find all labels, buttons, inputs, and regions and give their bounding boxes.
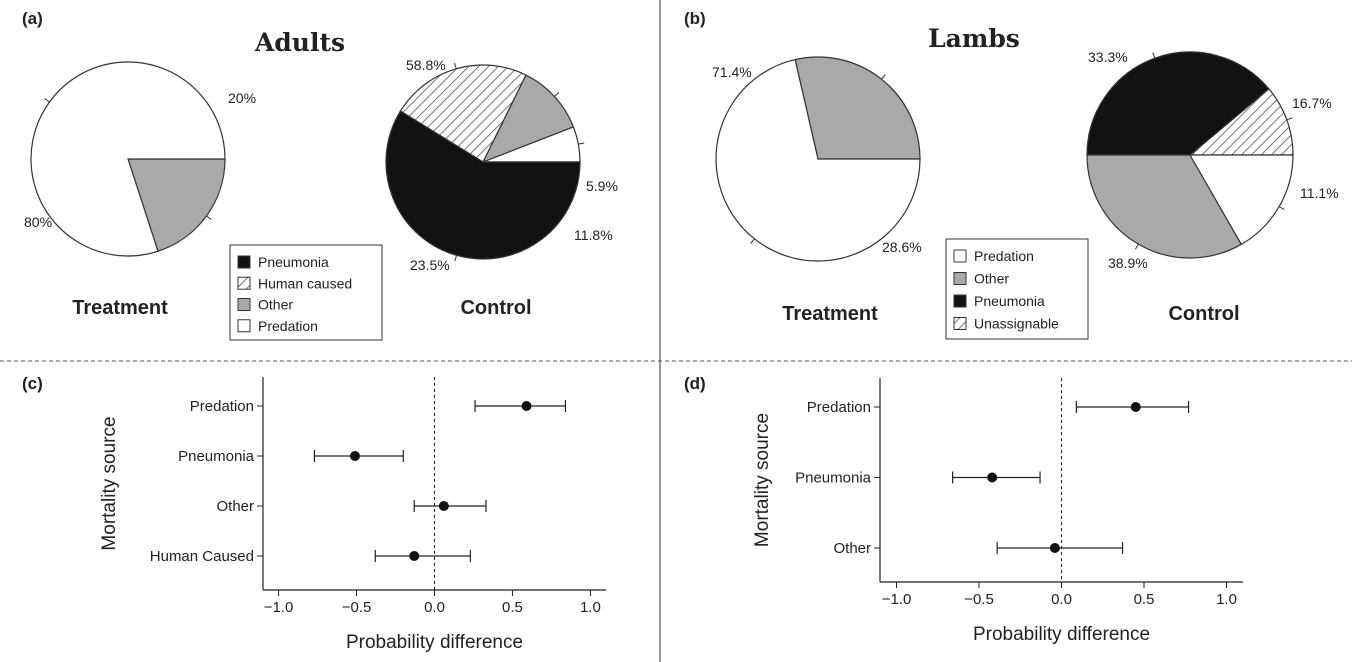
y-tick-label-other: Other: [216, 498, 254, 515]
group-label-lambs-control: Control: [1168, 303, 1239, 325]
x-tick-label: 0.5: [1134, 591, 1155, 608]
y-tick-label-pneumonia: Pneumonia: [178, 448, 255, 465]
legend-label-human-caused: Human caused: [258, 275, 352, 291]
pie-label-other: 11.8%: [574, 227, 613, 243]
estimate-point-other: [438, 501, 449, 511]
x-tick-label: −1.0: [264, 599, 294, 616]
legend-adults: Pneumonia Human caused Other Predation: [229, 244, 383, 341]
legend-box: [229, 244, 383, 341]
y-tick-label-predation: Predation: [190, 398, 254, 415]
forest-plot-lambs: −1.0 −0.5 0.0 0.5 1.0 Probability difference M…: [752, 378, 1243, 645]
pie-label-tick: [454, 62, 457, 69]
estimate-point-predation: [521, 401, 532, 411]
pie-label-tick: [1286, 117, 1293, 121]
legend-label-pneumonia: Pneumonia: [258, 254, 329, 270]
group-label-lambs-treatment: Treatment: [782, 303, 878, 325]
pie-adults-treatment: 20% 80%: [24, 61, 256, 257]
x-tick-label: −1.0: [882, 591, 912, 608]
pie-lambs-treatment: 28.6% 71.4%: [712, 56, 922, 262]
legend-label-predation: Predation: [258, 318, 318, 334]
pie-label-tick: [1278, 206, 1285, 211]
pie-label-tick: [881, 74, 886, 80]
pie-label-tick: [554, 92, 560, 97]
pie-label-other: 28.6%: [882, 239, 922, 255]
pie-label-predation: 16.7%: [1292, 95, 1332, 111]
panel-label-a: (a): [22, 9, 43, 28]
x-tick-label: −0.5: [964, 591, 994, 608]
legend-box: [945, 238, 1089, 340]
panel-label-d: (d): [684, 374, 706, 393]
title-adults: Adults: [254, 28, 345, 57]
pie-slice-pneumonia: [1086, 51, 1270, 156]
pie-slice-unassignable: [1188, 88, 1294, 156]
pie-label-other: 20%: [228, 90, 256, 106]
legend-swatch-predation: [953, 249, 967, 263]
legend-label-unassignable: Unassignable: [974, 316, 1059, 332]
legend-swatch-pneumonia: [237, 255, 251, 269]
x-axis-label: Probability difference: [346, 632, 523, 653]
pie-slice-predation: [715, 58, 921, 262]
x-tick-label: −0.5: [342, 599, 372, 616]
pie-label-predation: 71.4%: [712, 64, 752, 80]
legend-label-other: Other: [258, 297, 293, 313]
legend-lambs: Predation Other Pneumonia Unassignable: [945, 238, 1089, 340]
pie-label-pneumonia: 58.8%: [406, 57, 446, 73]
group-label-adults-control: Control: [460, 297, 531, 319]
pie-label-pneumonia: 38.9%: [1108, 255, 1148, 271]
group-label-adults-treatment: Treatment: [72, 297, 168, 319]
pie-label-human-caused: 23.5%: [410, 257, 450, 273]
legend-swatch-pneumonia: [953, 294, 967, 308]
y-tick-label-predation: Predation: [807, 399, 871, 416]
y-axis-label: Mortality source: [99, 416, 120, 550]
pie-label-tick: [750, 238, 755, 244]
pie-label-tick: [1152, 52, 1156, 59]
pie-label-predation: 80%: [24, 214, 52, 230]
pie-lambs-control: 11.1% 38.9% 33.3% 16.7%: [1086, 49, 1339, 271]
x-tick-label: 0.0: [424, 599, 445, 616]
panel-label-b: (b): [684, 9, 706, 28]
pie-slice-predation: [30, 61, 226, 257]
y-tick-label-pneumonia: Pneumonia: [795, 470, 872, 487]
pie-label-predation: 5.9%: [586, 178, 618, 194]
estimate-point-pneumonia: [349, 451, 360, 461]
legend-swatch-predation: [237, 319, 251, 333]
y-tick-label-human-caused: Human Caused: [150, 548, 254, 565]
x-tick-label: 1.0: [1216, 591, 1237, 608]
pie-label-tick: [206, 215, 212, 220]
panel-label-c: (c): [22, 374, 43, 393]
title-lambs: Lambs: [928, 24, 1020, 53]
legend-swatch-unassignable: [953, 317, 967, 330]
y-axis-label: Mortality source: [752, 413, 773, 547]
pie-label-tick: [44, 98, 50, 103]
legend-swatch-human-caused: [237, 276, 251, 290]
pie-label-tick: [578, 142, 585, 145]
pie-slice-other: [127, 158, 226, 253]
pie-label-tick: [454, 255, 457, 262]
pie-label-unassignable: 11.1%: [1300, 185, 1339, 201]
pie-label-other: 33.3%: [1088, 49, 1128, 65]
estimate-point-other: [1049, 543, 1060, 553]
pie-slice-other: [481, 74, 575, 164]
legend-label-other: Other: [974, 271, 1009, 287]
estimate-point-pneumonia: [987, 472, 998, 483]
legend-label-predation: Predation: [974, 248, 1034, 264]
estimate-point-human-caused: [409, 551, 420, 561]
x-tick-label: 0.5: [502, 599, 523, 616]
pie-adults-control: 5.9% 11.8% 23.5% 58.8%: [385, 57, 618, 273]
legend-label-pneumonia: Pneumonia: [974, 293, 1045, 309]
forest-plot-adults: −1.0 −0.5 0.0 0.5 1.0 Probability difference M…: [99, 377, 606, 653]
legend-swatch-other: [953, 272, 967, 285]
x-axis-label: Probability difference: [973, 624, 1150, 645]
x-tick-label: 0.0: [1051, 591, 1072, 608]
x-tick-label: 1.0: [580, 599, 601, 616]
pie-label-tick: [1134, 243, 1139, 250]
estimate-point-predation: [1130, 402, 1141, 412]
pie-slice-predation: [1188, 154, 1294, 246]
y-tick-label-other: Other: [833, 540, 871, 557]
legend-swatch-other: [237, 298, 251, 311]
